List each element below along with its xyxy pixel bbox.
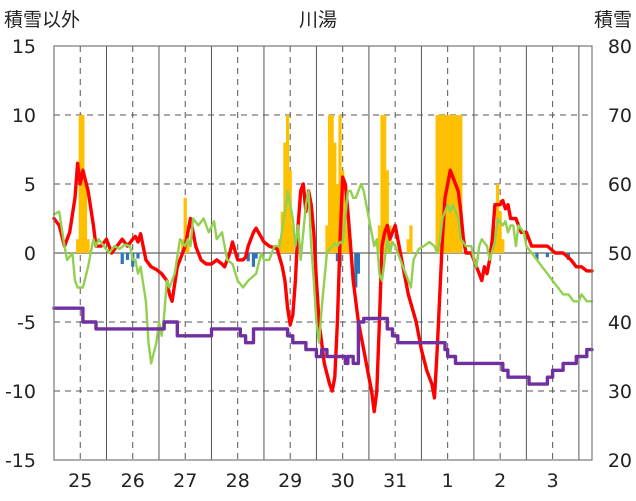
snowfall-bar: [501, 239, 505, 253]
line-series: [52, 161, 594, 414]
x-tick-label: 27: [173, 470, 197, 492]
snowfall-bar: [335, 184, 340, 253]
precipitation-bar: [335, 253, 340, 262]
grid: [54, 46, 592, 460]
snowfall-bar: [409, 225, 413, 253]
precipitation-bar: [356, 253, 361, 274]
x-tick-label: 30: [331, 470, 355, 492]
right-tick-label: 70: [608, 105, 632, 127]
left-tick-label: 0: [24, 243, 36, 265]
snowfall-bar: [438, 115, 442, 253]
x-tick-label: 31: [383, 470, 407, 492]
precipitation-bar: [125, 253, 130, 260]
snowfall-bar: [291, 225, 295, 253]
snowfall-bar: [333, 142, 337, 253]
precipitation-bar: [254, 253, 258, 259]
snowfall-bar: [380, 115, 384, 253]
snowfall-bar: [440, 115, 445, 253]
snowfall-bar: [81, 115, 85, 253]
snowfall-bar: [385, 170, 389, 253]
snowfall-bar: [346, 225, 350, 253]
snowfall-bar: [180, 239, 185, 253]
precipitation-bar: [354, 253, 358, 288]
x-axis-ticks: 25 26 27 28 29 30 31 1 2 3: [68, 470, 559, 492]
x-tick-label: 29: [278, 470, 302, 492]
right-axis-label: 積雪: [594, 9, 632, 31]
snowfall-bar: [288, 170, 292, 253]
right-tick-label: 50: [608, 243, 632, 265]
temperature-line: [52, 161, 594, 414]
snowfall-bar: [285, 115, 290, 253]
x-tick-label: 3: [547, 470, 559, 492]
left-tick-label: 5: [24, 174, 36, 196]
left-tick-label: -10: [5, 381, 36, 403]
right-tick-label: 80: [608, 36, 632, 58]
bar-series: [76, 115, 570, 288]
right-tick-label: 20: [608, 450, 632, 472]
left-tick-label: 10: [12, 105, 36, 127]
x-tick-label: 2: [494, 470, 506, 492]
snowfall-bar: [435, 115, 439, 253]
left-tick-label: -15: [5, 450, 36, 472]
x-tick-label: 26: [121, 470, 145, 492]
snow_depth-line: [52, 306, 594, 386]
snowfall-bar: [338, 115, 342, 253]
precipitation-bar: [136, 253, 140, 259]
x-tick-label: 28: [226, 470, 250, 492]
snowfall-bar: [283, 142, 287, 253]
precipitation-bar: [251, 253, 256, 267]
snowfall-bar: [448, 115, 452, 253]
left-tick-label: -5: [17, 312, 36, 334]
x-tick-label: 25: [68, 470, 92, 492]
precipitation-bar: [120, 253, 124, 265]
snowfall-bar: [327, 115, 332, 253]
snowfall-bar: [456, 115, 460, 253]
left-axis-label: 積雪以外: [4, 9, 80, 31]
right-axis-ticks: 80 70 60 50 40 30 20: [608, 36, 632, 472]
x-tick-label: 1: [442, 470, 454, 492]
snowfall-bar: [330, 115, 334, 253]
humidity-line: [52, 182, 594, 365]
right-tick-label: 60: [608, 174, 632, 196]
left-tick-label: 15: [12, 36, 36, 58]
snowfall-bar: [451, 115, 455, 253]
snowfall-bar: [76, 239, 80, 253]
right-tick-label: 30: [608, 381, 632, 403]
snowfall-bar: [183, 197, 187, 253]
left-axis-ticks: 15 10 5 0 -5 -10 -15: [5, 36, 36, 472]
snowfall-bar: [406, 239, 410, 253]
precipitation-bar: [246, 253, 250, 262]
snowfall-bar: [377, 225, 382, 253]
snowfall-bar: [383, 115, 387, 253]
snowfall-bar: [83, 184, 88, 253]
precipitation-bar: [545, 253, 549, 258]
snowfall-bar: [459, 115, 463, 253]
plot-frame: [53, 45, 593, 461]
snowfall-bar: [443, 115, 447, 253]
snowfall-bar: [86, 239, 90, 253]
right-tick-label: 40: [608, 312, 632, 334]
snowfall-bar: [325, 225, 329, 253]
precipitation-bar: [535, 253, 539, 260]
chart-title: 川湯: [299, 9, 337, 31]
snowfall-bar: [498, 211, 502, 253]
